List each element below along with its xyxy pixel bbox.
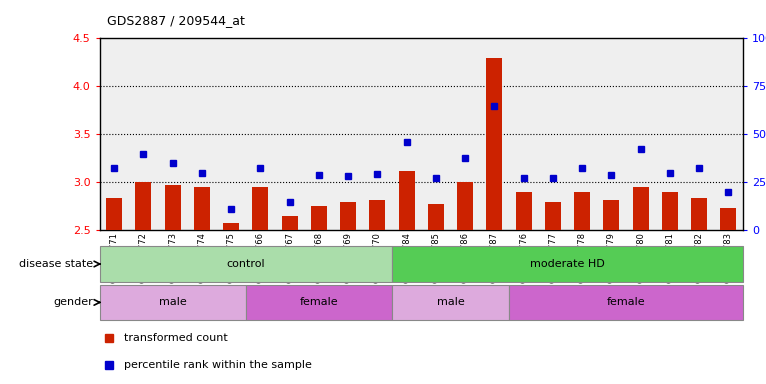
Bar	[538, 38, 568, 230]
Bar	[188, 38, 217, 230]
Text: female: female	[300, 297, 339, 308]
Bar	[714, 38, 743, 230]
Text: disease state: disease state	[19, 259, 93, 269]
Bar	[136, 182, 152, 230]
Bar	[574, 192, 590, 230]
Bar	[369, 200, 385, 230]
Bar	[100, 247, 392, 281]
Text: moderate HD: moderate HD	[530, 259, 605, 269]
Bar	[685, 38, 714, 230]
Bar	[194, 187, 210, 230]
Text: male: male	[437, 297, 464, 308]
Bar	[691, 198, 707, 230]
Bar	[662, 192, 678, 230]
Bar	[720, 208, 736, 230]
Bar	[253, 187, 269, 230]
Bar	[158, 38, 188, 230]
Bar	[392, 285, 509, 320]
Bar	[604, 200, 620, 230]
Text: female: female	[607, 297, 645, 308]
Bar	[129, 38, 158, 230]
Text: male: male	[159, 297, 187, 308]
Bar	[106, 198, 123, 230]
Text: control: control	[227, 259, 265, 269]
Bar	[100, 38, 129, 230]
Bar	[633, 187, 649, 230]
Bar	[516, 192, 532, 230]
Bar	[246, 38, 275, 230]
Bar	[509, 38, 538, 230]
Bar	[392, 38, 421, 230]
Bar	[282, 216, 298, 230]
Bar	[217, 38, 246, 230]
Bar	[223, 223, 239, 230]
Bar	[363, 38, 392, 230]
Text: GDS2887 / 209544_at: GDS2887 / 209544_at	[107, 14, 245, 27]
Bar	[100, 285, 246, 320]
Bar	[626, 38, 655, 230]
Bar	[486, 58, 502, 230]
Bar	[398, 171, 414, 230]
Bar	[246, 285, 392, 320]
Bar	[655, 38, 685, 230]
Bar	[480, 38, 509, 230]
Text: transformed count: transformed count	[124, 333, 228, 343]
Text: gender: gender	[54, 297, 93, 308]
Bar	[545, 202, 561, 230]
Bar	[457, 182, 473, 230]
Bar	[165, 185, 181, 230]
Bar	[304, 38, 333, 230]
Bar	[428, 204, 444, 230]
Bar	[421, 38, 450, 230]
Bar	[311, 207, 327, 230]
Bar	[392, 247, 743, 281]
Bar	[340, 202, 356, 230]
Bar	[450, 38, 480, 230]
Bar	[509, 285, 743, 320]
Text: percentile rank within the sample: percentile rank within the sample	[124, 360, 312, 370]
Bar	[275, 38, 304, 230]
Bar	[568, 38, 597, 230]
Bar	[333, 38, 363, 230]
Bar	[597, 38, 626, 230]
